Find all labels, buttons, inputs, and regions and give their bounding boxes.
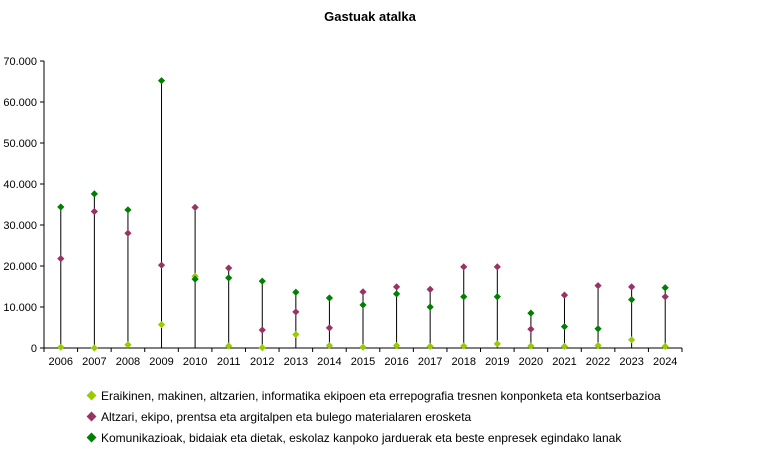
data-point bbox=[225, 342, 233, 350]
x-tick-label: 2022 bbox=[586, 356, 610, 368]
legend-marker-icon bbox=[86, 432, 97, 443]
x-tick-label: 2011 bbox=[217, 356, 241, 368]
x-tick-label: 2012 bbox=[250, 356, 274, 368]
data-point bbox=[426, 342, 434, 350]
x-tick-label: 2021 bbox=[552, 356, 576, 368]
data-point bbox=[560, 323, 569, 331]
x-tick-label: 2010 bbox=[183, 356, 207, 368]
data-point bbox=[258, 277, 266, 285]
x-tick-label: 2015 bbox=[351, 356, 375, 368]
data-point bbox=[359, 301, 367, 309]
data-point bbox=[292, 308, 300, 316]
x-tick-label: 2007 bbox=[82, 356, 106, 368]
data-point bbox=[90, 207, 98, 216]
legend-item: Altzari, ekipo, prentsa eta argitalpen e… bbox=[86, 406, 661, 427]
x-tick-label: 2013 bbox=[284, 356, 308, 368]
y-tick-label: 30.000 bbox=[3, 220, 37, 232]
x-tick-label: 2016 bbox=[384, 356, 408, 368]
y-tick-label: 20.000 bbox=[3, 261, 37, 273]
data-point bbox=[57, 203, 65, 211]
legend-label: Komunikazioak, bidaiak eta dietak, eskol… bbox=[101, 430, 622, 445]
data-point bbox=[191, 203, 199, 211]
data-point bbox=[191, 275, 199, 283]
data-point bbox=[527, 325, 535, 333]
x-tick-label: 2009 bbox=[149, 356, 173, 368]
legend-item: Eraikinen, makinen, altzarien, informati… bbox=[86, 385, 661, 406]
data-point bbox=[628, 296, 636, 304]
y-tick-label: 60.000 bbox=[3, 97, 37, 109]
data-point bbox=[527, 342, 535, 350]
data-point bbox=[57, 255, 65, 263]
legend-item: Komunikazioak, bidaiak eta dietak, eskol… bbox=[86, 427, 661, 448]
data-point bbox=[57, 343, 65, 351]
x-tick-label: 2024 bbox=[653, 356, 677, 368]
data-point bbox=[225, 264, 233, 272]
data-point bbox=[157, 261, 166, 269]
data-point bbox=[292, 288, 300, 296]
y-tick-label: 70.000 bbox=[3, 56, 37, 68]
data-point bbox=[359, 343, 367, 351]
x-tick-label: 2019 bbox=[485, 356, 509, 368]
data-point bbox=[493, 263, 501, 271]
data-point bbox=[628, 336, 636, 344]
legend-marker-icon bbox=[86, 411, 97, 422]
data-point bbox=[493, 293, 501, 301]
x-tick-label: 2006 bbox=[49, 356, 73, 368]
data-point bbox=[460, 342, 468, 350]
data-point bbox=[460, 293, 468, 301]
legend-label: Altzari, ekipo, prentsa eta argitalpen e… bbox=[101, 409, 472, 424]
y-tick-label: 10.000 bbox=[3, 302, 37, 314]
data-point bbox=[460, 263, 468, 271]
legend-marker-icon bbox=[86, 390, 97, 401]
data-point bbox=[527, 309, 535, 317]
data-point bbox=[90, 344, 98, 352]
data-point bbox=[392, 341, 401, 350]
x-tick-label: 2017 bbox=[418, 356, 442, 368]
x-tick-label: 2020 bbox=[519, 356, 543, 368]
data-point bbox=[225, 274, 233, 282]
data-point bbox=[493, 340, 501, 348]
data-point bbox=[594, 282, 602, 290]
chart-title: Gastuak atalka bbox=[324, 9, 416, 24]
data-point bbox=[157, 77, 166, 85]
data-point bbox=[661, 284, 669, 292]
data-point bbox=[628, 283, 636, 291]
data-point bbox=[124, 206, 132, 214]
legend-label: Eraikinen, makinen, altzarien, informati… bbox=[101, 388, 661, 403]
data-point bbox=[90, 190, 98, 198]
data-point bbox=[392, 290, 401, 298]
data-point bbox=[661, 342, 669, 350]
data-point bbox=[325, 341, 334, 350]
data-point bbox=[124, 229, 132, 237]
data-point bbox=[426, 303, 434, 311]
data-point bbox=[124, 341, 132, 349]
data-point bbox=[258, 343, 266, 352]
data-point bbox=[594, 341, 602, 350]
x-tick-label: 2023 bbox=[619, 356, 643, 368]
data-point bbox=[661, 293, 669, 301]
y-tick-label: 0 bbox=[31, 343, 37, 355]
data-point bbox=[258, 326, 266, 334]
data-point bbox=[292, 330, 300, 339]
data-point bbox=[560, 291, 569, 299]
x-tick-label: 2014 bbox=[317, 356, 341, 368]
data-point bbox=[157, 321, 166, 329]
y-tick-label: 40.000 bbox=[3, 179, 37, 191]
data-point bbox=[359, 288, 367, 296]
legend: Eraikinen, makinen, altzarien, informati… bbox=[86, 385, 661, 448]
data-point bbox=[392, 283, 401, 291]
data-point bbox=[325, 294, 334, 302]
data-point bbox=[560, 342, 569, 350]
data-point bbox=[426, 285, 434, 293]
data-point bbox=[594, 325, 602, 333]
y-tick-label: 50.000 bbox=[3, 138, 37, 150]
data-point bbox=[325, 324, 334, 332]
x-tick-label: 2008 bbox=[116, 356, 140, 368]
x-tick-label: 2018 bbox=[451, 356, 475, 368]
